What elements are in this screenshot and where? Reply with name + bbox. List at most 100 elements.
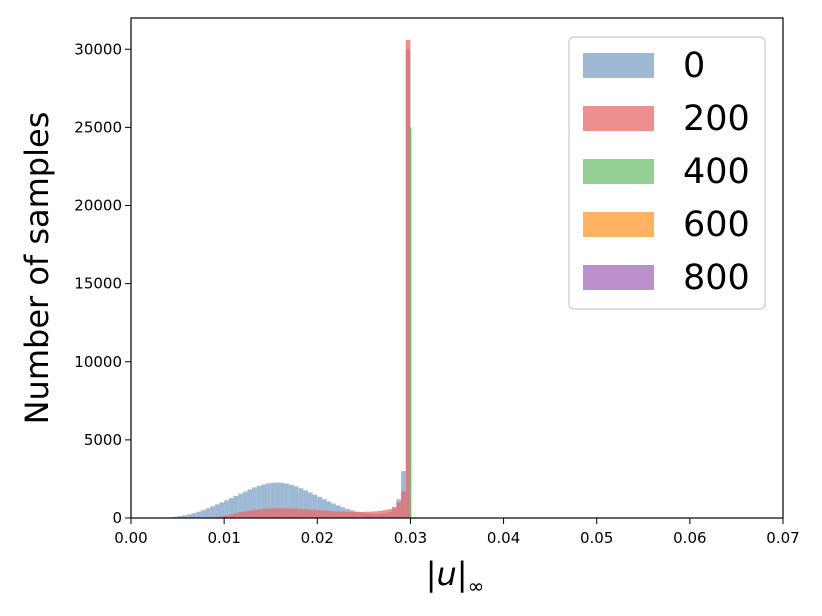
histogram-bar [270,482,276,518]
y-axis-ticks: 0 5000 10000 15000 20000 25000 30000 [74,40,131,527]
x-tick-label: 0.00 [114,529,147,547]
histogram-bar [368,511,374,518]
histogram-bar [196,511,201,518]
histogram-bar [349,511,355,518]
histogram-bar [270,508,276,518]
histogram-bar [326,501,332,518]
legend-label: 0 [683,46,705,86]
y-tick-label: 5000 [84,431,122,449]
histogram-bar [321,499,327,518]
histogram-bar [228,498,234,518]
histogram-bar [373,511,378,518]
histogram-bar [242,491,248,518]
plot-frame [130,17,784,519]
histogram-bar [284,483,290,518]
y-tick-label: 25000 [74,118,122,136]
x-tick-label: 0.05 [580,529,613,547]
x-axis-label-base: |u| [426,555,468,593]
legend: 0 200 400 600 800 [568,36,766,310]
histogram-bar [224,515,229,518]
histogram-bar [331,503,336,518]
histogram-bar [275,508,281,518]
legend-swatch [583,159,654,184]
legend-item: 800 [583,258,750,298]
legend-swatch [583,53,654,78]
legend-label: 800 [683,258,750,298]
histogram-bar [289,508,294,518]
x-axis-label-subscript: ∞ [468,574,485,598]
histogram-bar [284,508,290,518]
histogram-bar [233,513,239,518]
histogram-bar [266,508,271,518]
histogram-bar [409,127,412,518]
histogram-bar [312,494,318,518]
histogram-bar [317,496,322,518]
legend-item: 200 [583,99,750,139]
histogram-bar [303,490,308,518]
legend-item: 400 [583,152,750,192]
legend-box [568,36,766,310]
histogram-bar [312,509,318,518]
histogram-bar [247,489,253,518]
histogram-bar [242,511,248,518]
histogram-bar [387,509,392,518]
legend-swatch [583,212,654,237]
legend-label: 600 [683,205,750,245]
series-400-bars [409,127,412,518]
legend-item: 600 [583,205,750,245]
histogram-bar [354,511,360,518]
legend-item: 0 [583,46,705,86]
histogram-bar [233,495,239,518]
histogram-bar [363,511,369,518]
histogram-bar [307,509,313,518]
legend-label: 200 [683,99,750,139]
histogram-bar [210,506,215,518]
histogram-bar [298,508,304,518]
histogram-bar [252,487,257,518]
histogram-bar [294,486,299,518]
histogram-bar [219,516,225,518]
x-tick-label: 0.04 [487,529,520,547]
x-tick-label: 0.01 [207,529,240,547]
histogram-bar [214,504,220,518]
y-tick-label: 20000 [74,197,122,215]
histogram-bar [377,510,383,518]
histogram-bar [261,508,267,518]
histogram-bar [294,508,299,518]
histogram-bar [280,508,285,518]
histogram-bar [298,488,304,518]
series-0-bars [163,49,411,518]
histogram-bar [266,483,271,518]
histogram-bar [228,514,234,518]
histogram-bar [275,482,281,518]
histogram-bar [172,516,178,518]
histogram-bar [405,39,411,518]
histogram-bar [317,510,322,518]
y-tick-label: 30000 [74,40,122,58]
series-200-bars [205,39,411,518]
histogram-bar [256,509,262,518]
histogram-bar [261,484,267,518]
histogram-bar [280,482,285,518]
x-tick-label: 0.02 [301,529,334,547]
histogram-bar [219,502,225,518]
histogram-bar [289,484,294,518]
histogram-bar [340,511,346,518]
histogram-bar [205,508,211,518]
histogram-bar [200,510,206,518]
histogram-bar [396,502,402,518]
histogram-bar [307,492,313,518]
legend-label: 400 [683,152,750,192]
histogram-bar [326,510,332,518]
histogram-bar [401,491,406,518]
legend-swatch [583,106,654,131]
histogram-bar [321,510,327,518]
x-axis-ticks: 0.00 0.01 0.02 0.03 0.04 0.05 0.06 0.07 [114,518,800,547]
y-tick-label: 10000 [74,353,122,371]
histogram-bar [359,511,364,518]
histogram-bars [163,39,412,518]
x-tick-label: 0.03 [394,529,427,547]
histogram-bar [238,512,243,518]
histogram-bar [224,500,229,518]
